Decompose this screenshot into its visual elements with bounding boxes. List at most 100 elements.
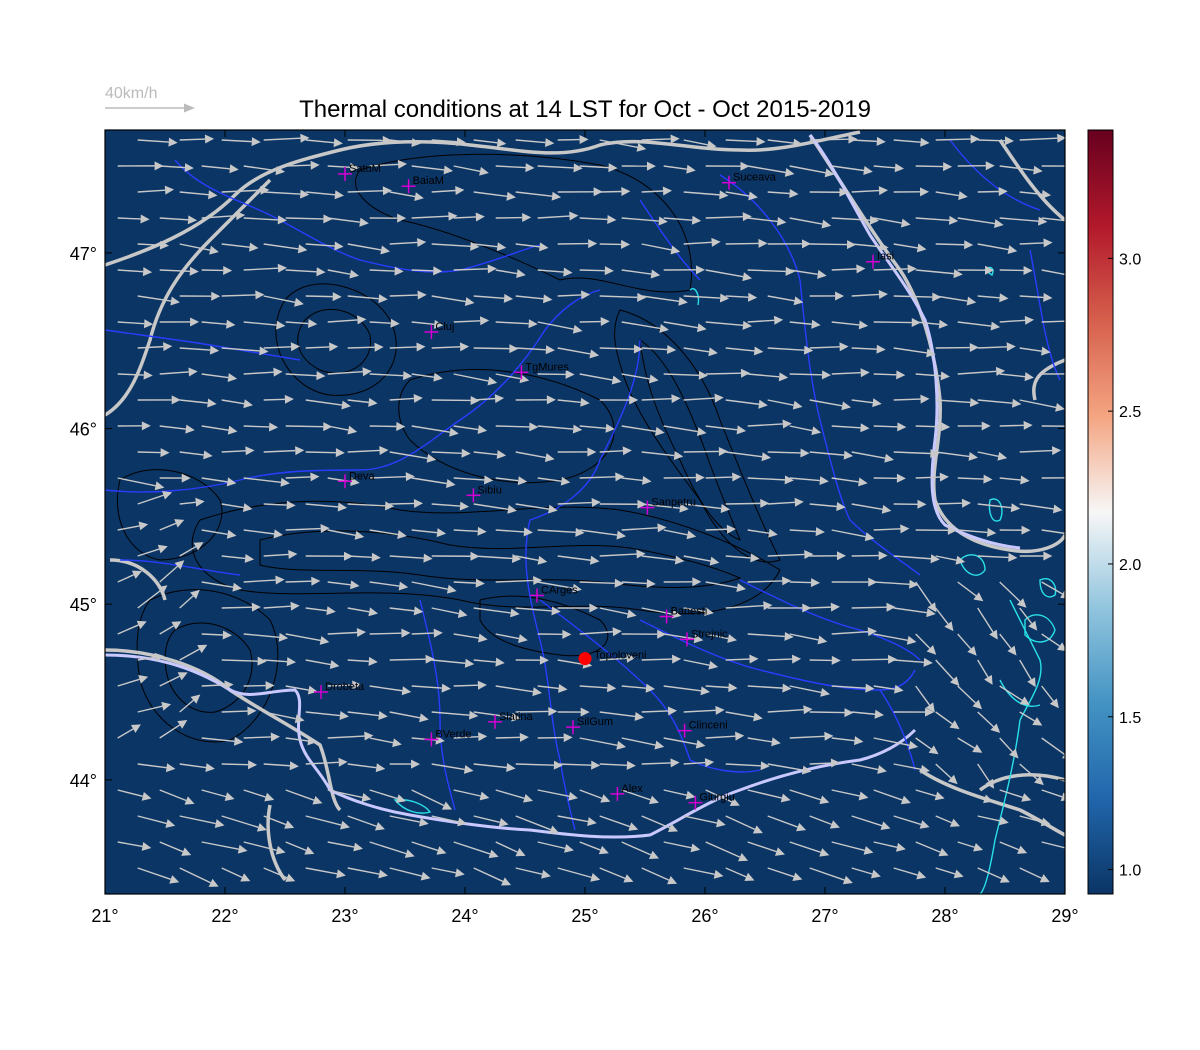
wind-arrow bbox=[1041, 373, 1065, 375]
wind-arrow bbox=[725, 815, 763, 834]
wind-arrow bbox=[705, 212, 752, 222]
x-tick-label: 25° bbox=[571, 906, 598, 926]
wind-arrow bbox=[935, 555, 966, 565]
wind-arrow bbox=[201, 680, 234, 690]
lake-bicaz bbox=[689, 288, 700, 306]
wind-arrow bbox=[1041, 737, 1065, 759]
wind-arrow bbox=[915, 162, 953, 172]
wind-arrow bbox=[789, 217, 832, 229]
wind-arrow bbox=[809, 758, 841, 768]
wind-arrow bbox=[599, 815, 639, 831]
wind-arrow bbox=[243, 681, 275, 691]
border-moldova bbox=[808, 134, 1065, 553]
wind-arrow bbox=[599, 711, 645, 721]
wind-arrow bbox=[159, 519, 185, 531]
wind-arrow bbox=[599, 607, 637, 619]
wind-arrow bbox=[767, 239, 812, 249]
station-label: BVerde bbox=[435, 728, 471, 740]
wind-arrow bbox=[663, 370, 708, 380]
wind-arrow bbox=[579, 472, 625, 482]
wind-arrow bbox=[893, 449, 940, 458]
wind-arrow bbox=[495, 269, 526, 279]
wind-arrow bbox=[621, 425, 665, 436]
wind-arrow bbox=[641, 654, 682, 664]
wind-arrow bbox=[221, 399, 253, 409]
wind-arrow bbox=[557, 867, 601, 882]
wind-arrow bbox=[389, 451, 437, 463]
wind-arrow bbox=[369, 318, 400, 328]
wind-arrow bbox=[305, 190, 344, 200]
wind-arrow bbox=[725, 399, 768, 409]
wind-arrow bbox=[977, 398, 1022, 408]
wind-arrow bbox=[137, 137, 178, 147]
wind-arrow bbox=[515, 760, 563, 770]
wind-arrow bbox=[137, 448, 170, 458]
wind-arrow bbox=[1019, 133, 1065, 143]
wind-arrow bbox=[327, 789, 372, 802]
station-label: Sanpetru bbox=[651, 497, 696, 509]
wind-arrow bbox=[557, 447, 597, 457]
wind-arrow bbox=[327, 628, 367, 638]
wind-arrow bbox=[369, 737, 402, 748]
wind-arrow bbox=[579, 529, 627, 540]
wind-arrow bbox=[1019, 711, 1043, 726]
border-north bbox=[105, 130, 861, 267]
wind-arrow bbox=[957, 841, 984, 852]
wind-arrow bbox=[369, 159, 408, 169]
station-marker: Clinceni bbox=[677, 720, 728, 738]
wind-arrow bbox=[999, 315, 1035, 325]
wind-arrow bbox=[389, 654, 435, 664]
wind-arrow bbox=[159, 621, 182, 635]
wind-arrow bbox=[179, 589, 200, 609]
wind-arrow bbox=[389, 342, 426, 352]
wind-arrow bbox=[747, 576, 792, 586]
wind-arrow bbox=[347, 243, 391, 255]
wind-arrow bbox=[789, 731, 834, 741]
wind-arrow bbox=[809, 450, 854, 460]
wind-arrow bbox=[221, 503, 253, 513]
wind-arrow bbox=[179, 763, 215, 772]
station-label: Drobeta bbox=[325, 681, 365, 693]
y-tick-label: 45° bbox=[70, 595, 97, 615]
station-label: Alex bbox=[621, 783, 643, 795]
wind-arrow bbox=[579, 841, 609, 855]
wind-arrow bbox=[789, 633, 828, 645]
wind-arrow bbox=[809, 655, 841, 665]
wind-arrow bbox=[495, 685, 542, 697]
wind-arrow bbox=[767, 295, 804, 306]
wind-arrow bbox=[347, 763, 386, 773]
wind-arrow bbox=[263, 342, 301, 352]
wind-arrow bbox=[977, 607, 998, 640]
wind-arrow bbox=[705, 425, 747, 435]
border-bulgaria-west bbox=[266, 804, 287, 882]
wind-arrow bbox=[873, 217, 911, 228]
wind-arrow bbox=[137, 867, 180, 884]
wind-arrow bbox=[789, 425, 822, 436]
wind-arrow bbox=[495, 789, 533, 803]
wind-arrow bbox=[557, 187, 603, 197]
y-axis-ticks: 44° 45° 46° 47° bbox=[70, 244, 1065, 791]
wind-arrow bbox=[621, 523, 667, 533]
wind-arrow bbox=[579, 163, 618, 173]
station-marker: CArges bbox=[530, 584, 578, 603]
wind-arrow bbox=[327, 580, 360, 590]
wind-arrow bbox=[285, 789, 323, 805]
wind-arrow bbox=[747, 165, 795, 177]
wind-arrow bbox=[641, 555, 685, 565]
wind-arrow bbox=[1041, 581, 1065, 599]
wind-arrow bbox=[935, 498, 972, 508]
contour-south-carpathians bbox=[191, 500, 781, 615]
wind-arrow bbox=[747, 266, 795, 276]
station-marker: TgMures bbox=[514, 361, 569, 380]
wind-arrow bbox=[999, 165, 1043, 175]
wind-arrow bbox=[411, 581, 457, 594]
wind-arrow bbox=[557, 603, 599, 613]
wind-arrow bbox=[705, 472, 742, 482]
wind-arrow bbox=[537, 629, 572, 639]
wind-arrow bbox=[201, 319, 236, 329]
wind-arrow bbox=[977, 815, 1009, 826]
wind-arrow bbox=[285, 214, 333, 224]
station-marker: SilGum bbox=[566, 716, 613, 735]
wind-arrow bbox=[851, 763, 887, 774]
wind-arrow bbox=[641, 134, 680, 144]
